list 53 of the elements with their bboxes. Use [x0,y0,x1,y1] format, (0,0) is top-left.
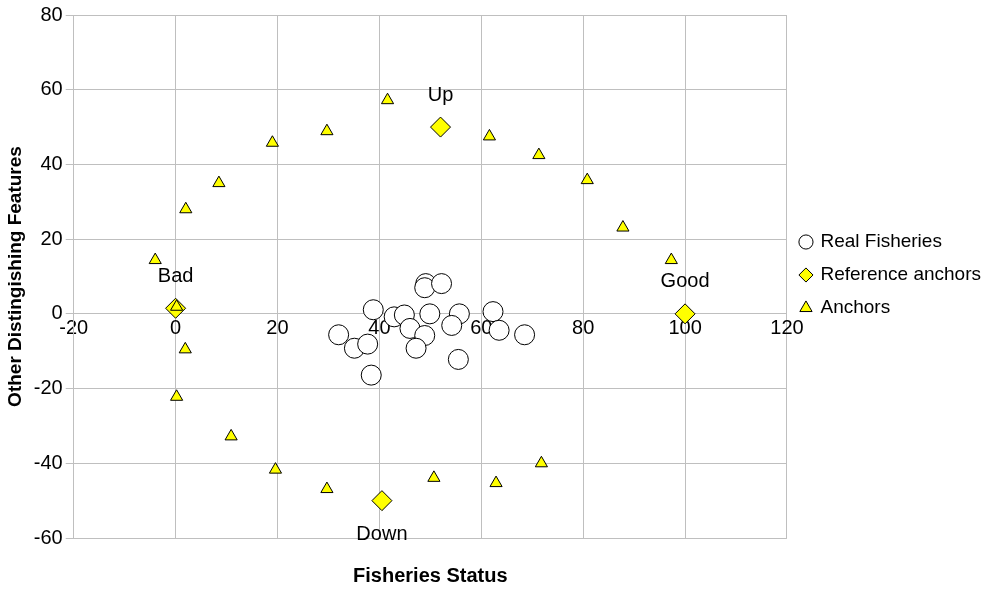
point [405,337,427,359]
point [357,333,379,355]
point [482,128,496,141]
legend-label: Anchors [820,296,891,318]
annotation: Bad [157,263,194,286]
y-tick-label: -20 [33,376,63,399]
legend-label: Reference anchors [820,263,982,285]
point [534,455,548,468]
y-tick-label: 20 [40,226,63,249]
point [532,147,546,160]
point [616,220,630,232]
point [447,348,469,370]
point [514,324,536,346]
y-axis-title: Other Distingishing Features [3,146,25,407]
point [362,299,384,321]
point [224,428,238,441]
y-tick-label: -40 [33,450,63,473]
point [489,475,503,488]
point [580,172,594,185]
point [430,116,452,138]
legend-label: Real Fisheries [820,230,942,252]
point [179,201,193,214]
annotation: Up [427,82,454,105]
y-tick-label: 40 [40,151,63,174]
y-tick-label: 60 [40,77,63,100]
point [431,273,453,295]
point [265,135,279,147]
point [178,341,192,354]
x-tick-label: 80 [572,316,595,339]
annotation: Down [356,522,408,545]
point [148,252,162,265]
point [427,470,441,482]
x-tick-label: 120 [770,316,804,339]
point [268,462,283,474]
point [170,389,184,401]
point [320,481,334,494]
point [441,314,463,336]
point [371,490,393,512]
point [320,123,334,136]
point [328,324,350,346]
y-tick-label: 0 [51,301,63,324]
point [212,175,226,188]
point [380,92,395,105]
point [664,252,678,265]
point [419,303,441,325]
y-tick-label: -60 [33,525,63,548]
x-tick-label: 100 [668,316,702,339]
annotation: Good [660,269,710,292]
point [360,364,382,386]
y-tick-label: 80 [40,2,63,25]
x-tick-label: 0 [170,316,182,339]
x-tick-label: 20 [266,316,289,339]
x-axis-title: Fisheries Status [353,563,508,586]
